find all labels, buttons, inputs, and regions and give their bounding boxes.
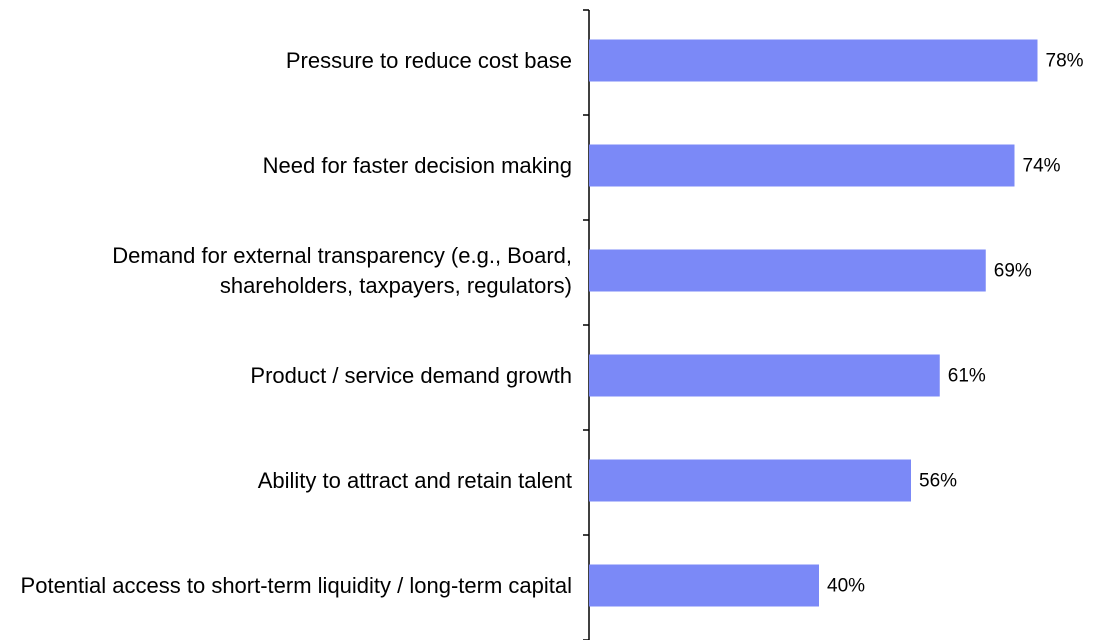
bar xyxy=(589,354,940,397)
bar xyxy=(589,249,986,292)
value-label: 78% xyxy=(1046,51,1084,72)
value-label: 74% xyxy=(1023,156,1061,177)
value-label: 40% xyxy=(827,576,865,597)
y-tick-label: Potential access to short-term liquidity… xyxy=(20,572,572,598)
value-label: 69% xyxy=(994,261,1032,282)
bar xyxy=(589,39,1038,82)
y-tick-label: Pressure to reduce cost base xyxy=(285,47,572,73)
bar xyxy=(589,144,1015,187)
y-tick-label: Demand for external transparency (e.g., … xyxy=(112,242,572,298)
y-tick-label: Ability to attract and retain talent xyxy=(257,467,572,493)
y-tick-label: Need for faster decision making xyxy=(262,152,572,178)
value-label: 56% xyxy=(919,471,957,492)
bar xyxy=(589,459,911,502)
value-label: 61% xyxy=(948,366,986,387)
bar xyxy=(589,564,819,607)
y-tick-label: Product / service demand growth xyxy=(250,362,572,388)
